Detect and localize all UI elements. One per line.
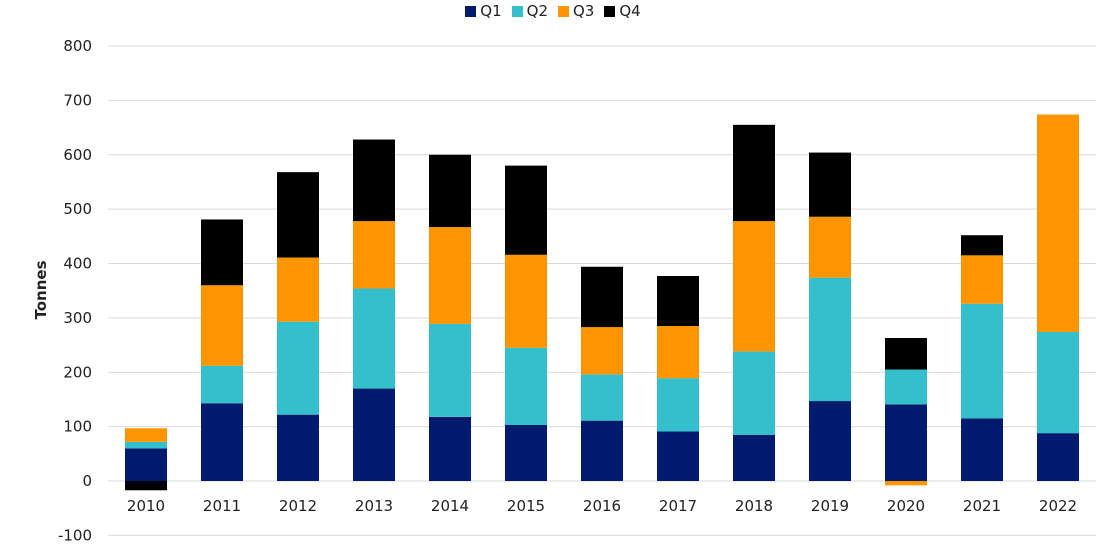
legend-swatch xyxy=(604,5,616,17)
legend-item-q2: Q2 xyxy=(511,2,548,20)
bar-segment-q2-2016 xyxy=(581,374,623,421)
bar-segment-q4-2012 xyxy=(277,172,319,258)
y-tick-label: 0 xyxy=(82,472,92,490)
bar-segment-q4-2017 xyxy=(657,276,699,327)
legend-swatch xyxy=(558,5,569,17)
bar-segment-q3-2019 xyxy=(809,216,851,278)
bar-segment-q3-2011 xyxy=(201,285,243,366)
bar-segment-q4-2010 xyxy=(125,481,167,491)
bar-segment-q2-2022 xyxy=(1037,332,1079,434)
bar-segment-q1-2017 xyxy=(657,431,699,481)
legend-label: Q4 xyxy=(619,2,641,20)
legend-label: Q3 xyxy=(573,2,595,20)
y-tick-label: 300 xyxy=(63,309,92,327)
bar-segment-q1-2016 xyxy=(581,420,623,481)
y-tick-label: 700 xyxy=(63,91,92,109)
bar-segment-q2-2013 xyxy=(353,288,395,389)
bar-segment-q3-2015 xyxy=(505,254,547,348)
bar-segment-q3-2020 xyxy=(885,481,927,486)
bar-segment-q1-2015 xyxy=(505,424,547,481)
bar-segment-q4-2011 xyxy=(201,219,243,286)
y-tick-label: 500 xyxy=(63,200,92,218)
bar-segment-q1-2019 xyxy=(809,401,851,481)
bar-segment-q1-2012 xyxy=(277,414,319,481)
x-tick-label: 2021 xyxy=(963,497,1001,515)
bar-segment-q2-2017 xyxy=(657,378,699,432)
legend-swatch xyxy=(465,5,477,17)
y-tick-label: 800 xyxy=(63,37,92,55)
bar-segment-q2-2021 xyxy=(961,303,1003,419)
bar-segment-q4-2019 xyxy=(809,152,851,217)
bar-segment-q2-2019 xyxy=(809,277,851,402)
bar-segment-q2-2015 xyxy=(505,347,547,425)
x-tick-label: 2017 xyxy=(659,497,697,515)
bar-segment-q3-2018 xyxy=(733,221,775,352)
x-tick-label: 2018 xyxy=(735,497,773,515)
legend-label: Q1 xyxy=(480,2,502,20)
bar-segment-q1-2013 xyxy=(353,388,395,481)
x-tick-label: 2016 xyxy=(583,497,621,515)
bar-segment-q3-2014 xyxy=(429,227,471,324)
x-tick-label: 2019 xyxy=(811,497,849,515)
y-tick-label: 400 xyxy=(63,255,92,273)
bar-segment-q4-2015 xyxy=(505,165,547,255)
bar-segment-q1-2018 xyxy=(733,434,775,481)
bar-segment-q3-2021 xyxy=(961,255,1003,304)
y-tick-label: -100 xyxy=(58,526,92,544)
x-tick-label: 2011 xyxy=(203,497,241,515)
chart-legend: Q1 Q2 Q3 Q4 xyxy=(0,0,1106,22)
bar-segment-q2-2012 xyxy=(277,321,319,415)
bar-segment-q1-2011 xyxy=(201,403,243,481)
x-tick-label: 2020 xyxy=(887,497,925,515)
y-tick-label: 600 xyxy=(63,146,92,164)
bar-segment-q3-2013 xyxy=(353,221,395,289)
bar-segment-q2-2018 xyxy=(733,351,775,435)
legend-swatch xyxy=(511,5,523,17)
bar-segment-q3-2017 xyxy=(657,326,699,379)
bar-segment-q4-2021 xyxy=(961,235,1003,256)
bar-segment-q4-2018 xyxy=(733,124,775,222)
bar-segment-q4-2016 xyxy=(581,266,623,328)
x-tick-label: 2022 xyxy=(1039,497,1077,515)
bar-segment-q1-2020 xyxy=(885,404,927,481)
x-tick-label: 2014 xyxy=(431,497,469,515)
bar-segment-q2-2010 xyxy=(125,441,167,449)
legend-item-q4: Q4 xyxy=(604,2,641,20)
y-tick-label: 200 xyxy=(63,363,92,381)
bar-segment-q3-2010 xyxy=(125,428,167,442)
bar-segment-q2-2014 xyxy=(429,323,471,417)
bar-segment-q1-2022 xyxy=(1037,433,1079,481)
bar-segment-q1-2010 xyxy=(125,448,167,481)
y-tick-label: 100 xyxy=(63,418,92,436)
bar-segment-q2-2011 xyxy=(201,365,243,404)
bar-segment-q3-2016 xyxy=(581,327,623,375)
legend-item-q3: Q3 xyxy=(558,2,594,20)
bar-segment-q3-2022 xyxy=(1037,114,1079,333)
x-tick-label: 2010 xyxy=(127,497,165,515)
bar-segment-q3-2012 xyxy=(277,257,319,322)
bar-segment-q2-2020 xyxy=(885,369,927,405)
legend-label: Q2 xyxy=(526,2,548,20)
x-tick-label: 2012 xyxy=(279,497,317,515)
bar-segment-q4-2014 xyxy=(429,154,471,228)
bar-segment-q4-2020 xyxy=(885,337,927,370)
x-tick-label: 2013 xyxy=(355,497,393,515)
bar-segment-q4-2013 xyxy=(353,139,395,222)
bar-segment-q1-2014 xyxy=(429,416,471,481)
legend-item-q1: Q1 xyxy=(465,2,502,20)
x-tick-label: 2015 xyxy=(507,497,545,515)
bar-segment-q1-2021 xyxy=(961,418,1003,481)
